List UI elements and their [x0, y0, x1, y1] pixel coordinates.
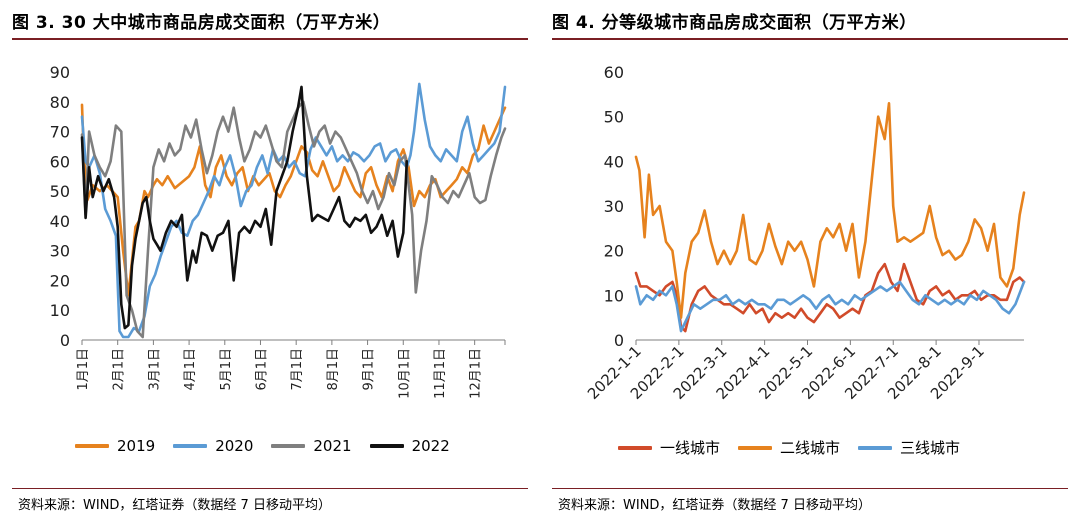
legend-item: 二线城市: [738, 437, 840, 458]
series-line-二线城市: [634, 101, 1026, 320]
legend-label: 一线城市: [660, 439, 721, 457]
x-tick-label: 12月1日: [469, 348, 484, 399]
source-note: 资料来源：WIND，红塔证券（数据经 7 日移动平均）: [18, 498, 331, 513]
y-tick-label: 40: [604, 152, 624, 171]
title-rule: [552, 38, 1068, 40]
left-chart-panel: 图 3. 30 大中城市商品房成交面积（万平方米） 0 10 20 30 40 50 60 7…: [12, 13, 528, 513]
x-tick-label: 11月1日: [433, 348, 448, 399]
source-note: 资料来源：WIND，红塔证券（数据经 7 日移动平均）: [558, 498, 871, 513]
x-tick-label: 9月1日: [362, 348, 377, 391]
y-tick-label: 80: [50, 93, 70, 112]
legend-swatch: [173, 444, 208, 448]
title-rule: [12, 38, 528, 40]
x-tick-label: 10月1日: [397, 348, 412, 399]
y-tick-label: 70: [50, 123, 70, 142]
legend-swatch: [738, 445, 773, 450]
legend-label: 二线城市: [780, 439, 841, 457]
y-tick-label: 60: [50, 152, 70, 171]
y-tick-label: 10: [604, 286, 624, 305]
legend-label: 2022: [411, 437, 450, 455]
legend-item: 2019: [75, 437, 155, 455]
legend-item: 三线城市: [858, 437, 960, 458]
legend-label: 三线城市: [900, 439, 961, 457]
left-line-chart: 0 10 20 30 40 50 60 70 80 90 1月1日 2月1日 3月1日 4月1日 5月1日 6…: [50, 63, 507, 399]
y-tick-label: 50: [50, 182, 70, 201]
legend-label: 2020: [215, 437, 254, 455]
y-tick-label: 30: [50, 242, 70, 261]
legend-item: 一线城市: [618, 437, 720, 458]
y-tick-label: 20: [50, 271, 70, 290]
left-legend: 2019 2020 2021 2022: [75, 437, 450, 455]
y-tick-label: 0: [60, 331, 70, 350]
chart-title: 图 3. 30 大中城市商品房成交面积（万平方米）: [12, 13, 391, 33]
y-tick-label: 20: [604, 242, 624, 261]
x-tick-label: 3月1日: [147, 348, 162, 391]
legend-swatch: [271, 444, 306, 448]
legend-item: 2020: [173, 437, 253, 455]
series-line-2020: [80, 82, 507, 339]
x-tick-label: 5月1日: [219, 348, 234, 391]
series-line-一线城市: [634, 262, 1026, 333]
x-tick-label: 2月1日: [112, 348, 127, 391]
y-tick-label: 90: [50, 63, 70, 82]
x-tick-label: 1月1日: [76, 348, 91, 391]
chart-title: 图 4. 分等级城市商品房成交面积（万平方米）: [552, 13, 917, 33]
legend-swatch: [618, 445, 652, 450]
y-tick-label: 50: [604, 108, 624, 127]
x-tick-label: 8月1日: [326, 348, 341, 391]
x-tick-label: 7月1日: [290, 348, 305, 391]
right-chart-panel: 图 4. 分等级城市商品房成交面积（万平方米） 0 10 20 30 40 50 60 202…: [540, 0, 1080, 528]
source-rule: [12, 488, 528, 489]
right-line-chart: 01020304050602022-1-12022-2-12022-3-1202…: [584, 63, 1026, 403]
y-tick-label: 10: [50, 301, 70, 320]
y-tick-label: 0: [614, 331, 624, 350]
x-tick-label: 4月1日: [183, 348, 198, 391]
legend-swatch: [858, 445, 893, 450]
x-tick-label: 6月1日: [254, 348, 269, 391]
legend-item: 2021: [271, 437, 352, 455]
legend-swatch: [369, 444, 404, 448]
legend-label: 2021: [313, 437, 352, 455]
series-line-三线城市: [634, 280, 1026, 333]
legend-item: 2022: [369, 437, 450, 455]
series-line-2021: [80, 100, 507, 339]
right-legend: 一线城市 二线城市 三线城市: [618, 437, 960, 458]
legend-label: 2019: [117, 437, 156, 455]
series-line-2022: [80, 85, 409, 330]
y-tick-label: 30: [604, 197, 624, 216]
y-tick-label: 60: [604, 63, 624, 82]
source-rule: [552, 488, 1068, 489]
legend-swatch: [75, 444, 109, 448]
y-tick-label: 40: [50, 212, 70, 231]
